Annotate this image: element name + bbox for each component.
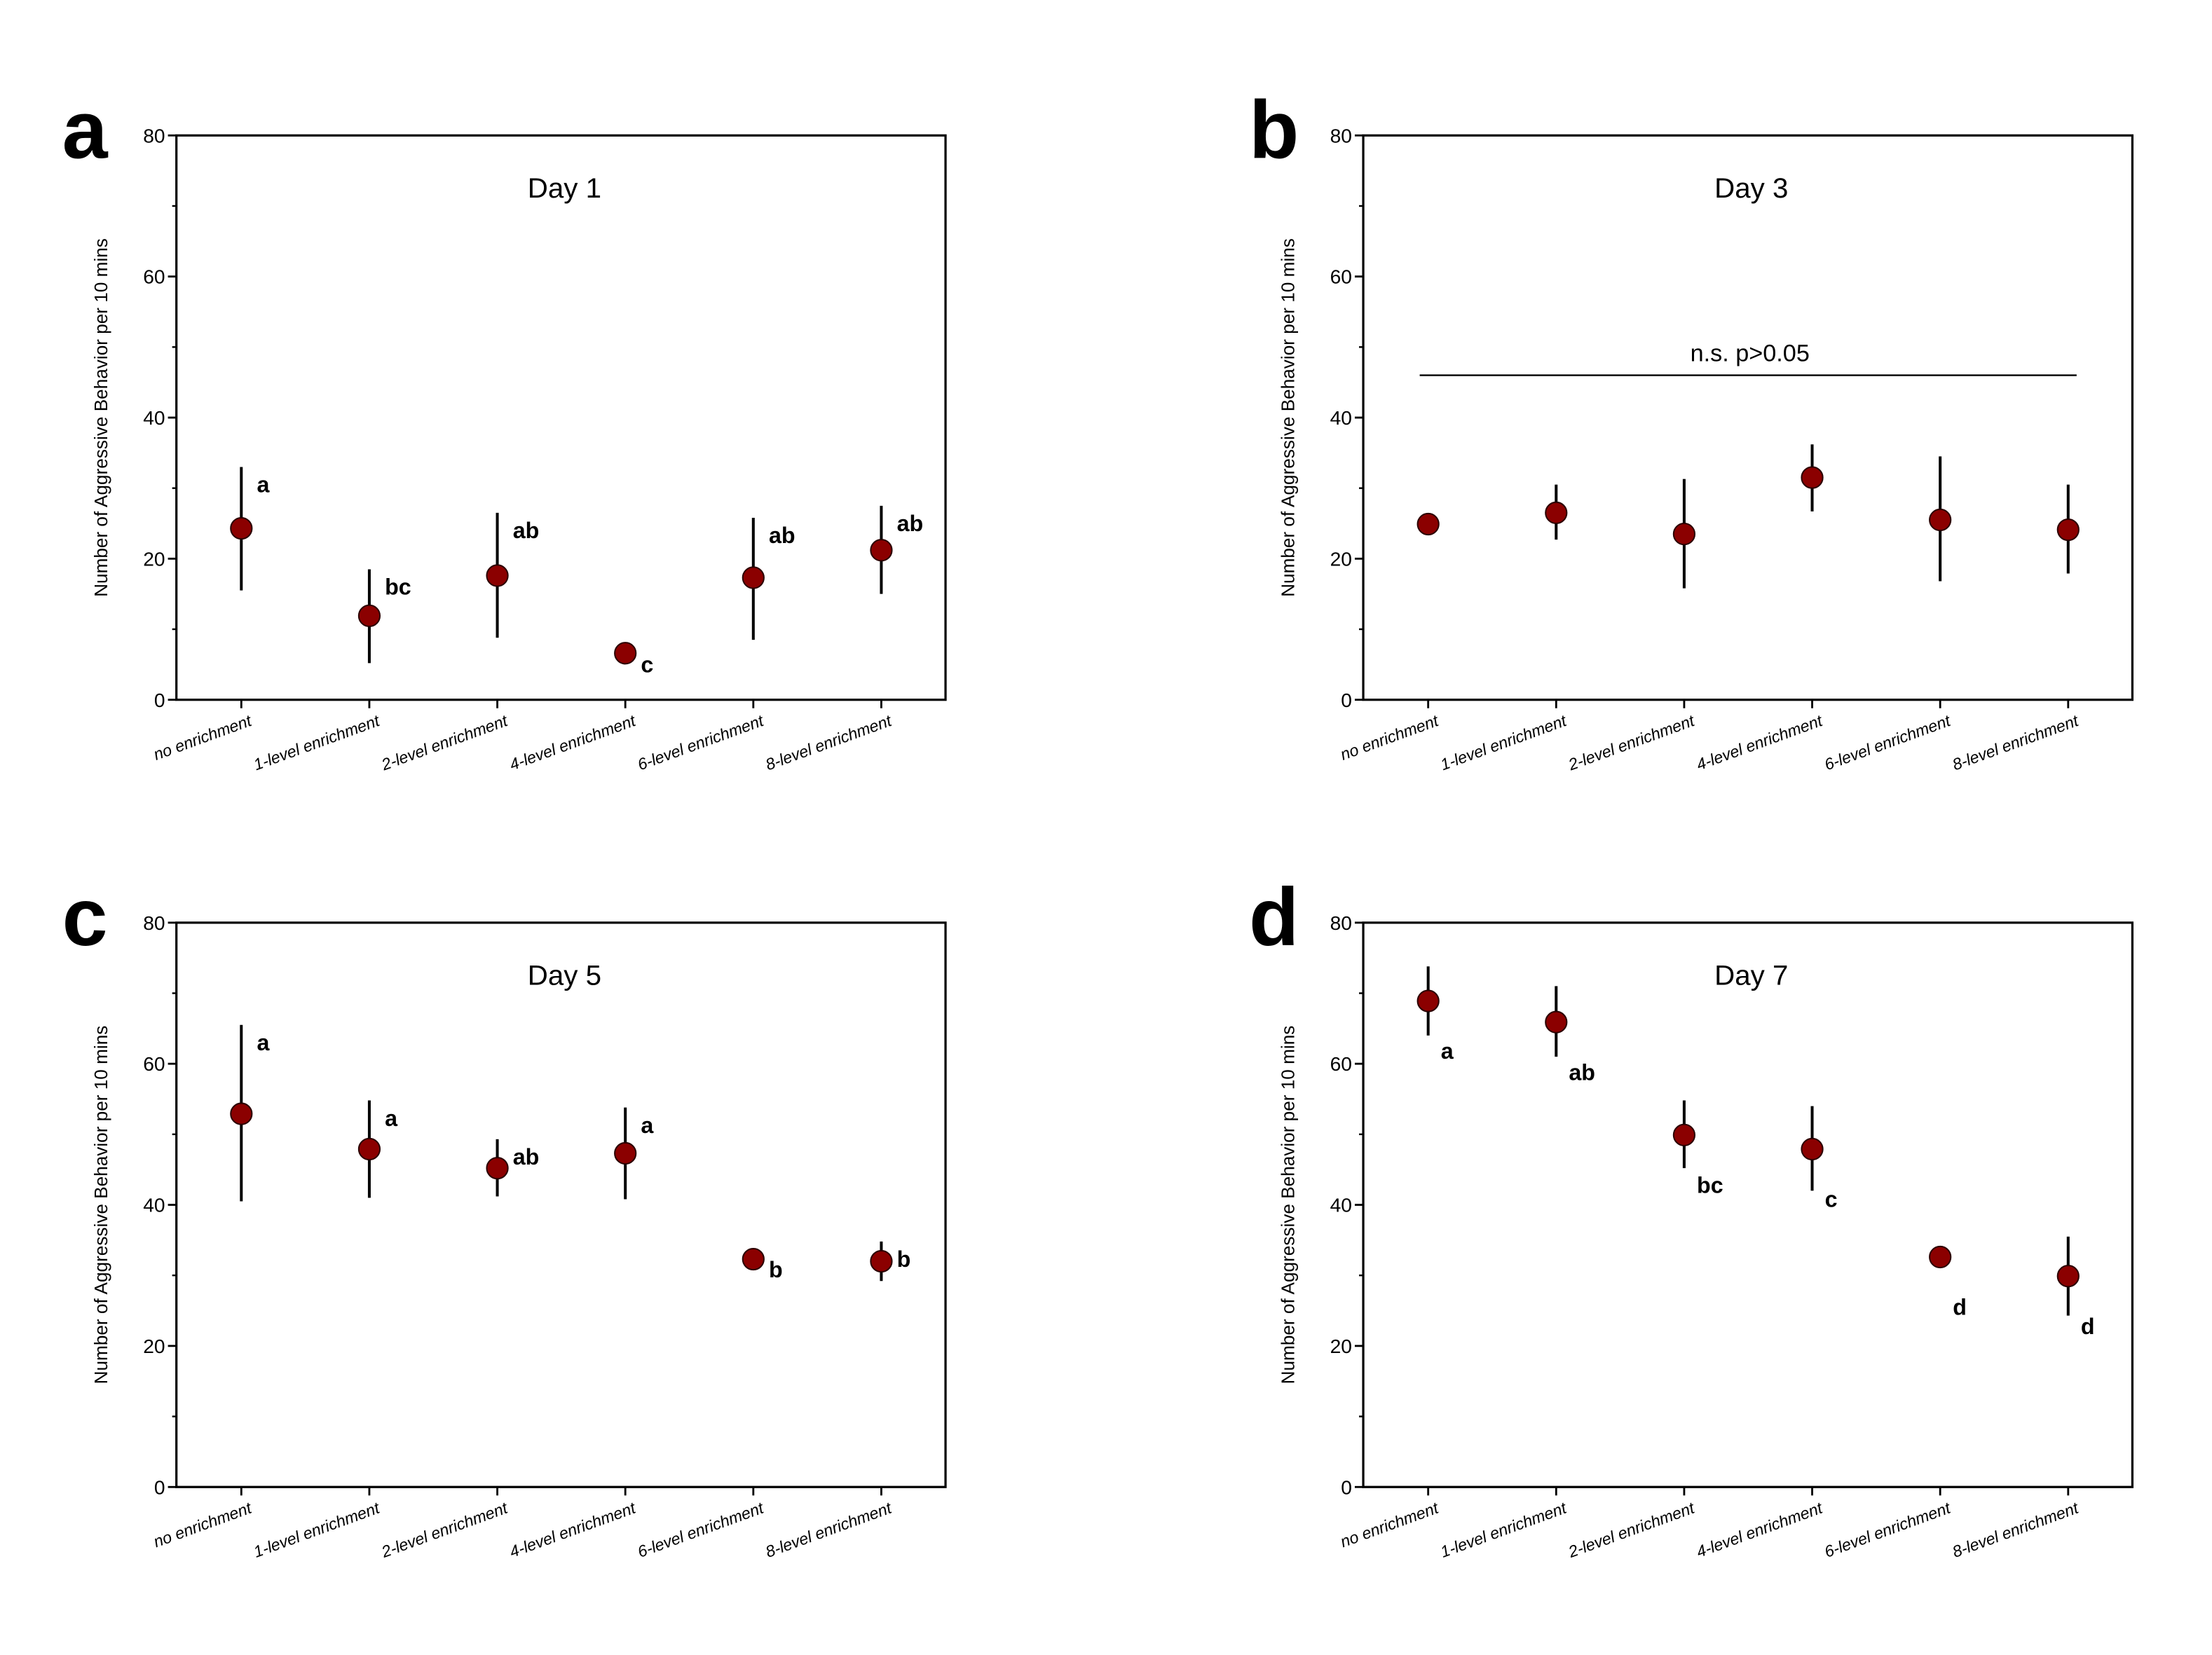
data-point [1416, 989, 1440, 1012]
y-tick-label: 80 [1330, 912, 1352, 934]
significance-letter: bc [385, 575, 411, 600]
y-tick-label: 60 [1330, 266, 1352, 288]
significance-letter: a [257, 472, 270, 497]
significance-letter: ab [513, 1144, 540, 1169]
y-tick-label: 0 [1341, 1476, 1352, 1498]
y-axis-label: Number of Aggressive Behavior per 10 min… [90, 238, 111, 597]
y-axis-label: Number of Aggressive Behavior per 10 min… [1277, 238, 1298, 597]
data-point [1416, 512, 1440, 536]
panel-letter: d [1249, 871, 1299, 963]
y-tick-label: 20 [143, 1335, 165, 1357]
y-tick-label: 40 [143, 406, 165, 429]
y-tick-label: 80 [143, 124, 165, 146]
significance-letter: b [769, 1257, 783, 1282]
significance-letter: c [641, 652, 653, 677]
panel-title: Day 7 [1714, 959, 1788, 991]
data-point [230, 1102, 253, 1125]
data-point [357, 604, 381, 628]
significance-letter: bc [1697, 1172, 1723, 1197]
data-point [1672, 1123, 1696, 1146]
data-point [870, 1249, 893, 1273]
data-point [486, 564, 509, 587]
data-point [2056, 518, 2080, 542]
significance-letter: ab [897, 511, 924, 536]
y-tick-label: 40 [1330, 1194, 1352, 1216]
significance-letter: ab [513, 518, 540, 543]
data-point [1929, 508, 1952, 532]
y-tick-label: 20 [1330, 547, 1352, 570]
data-point [1801, 1137, 1824, 1161]
y-tick-label: 60 [143, 266, 165, 288]
panel-letter: b [1249, 84, 1299, 176]
y-tick-label: 60 [1330, 1052, 1352, 1075]
data-point [1545, 1010, 1568, 1033]
panel-title: Day 3 [1714, 172, 1788, 204]
panel-title: Day 1 [528, 172, 601, 204]
data-point [614, 1141, 637, 1165]
significance-letter: b [897, 1247, 911, 1272]
y-tick-label: 0 [1341, 689, 1352, 711]
y-tick-label: 80 [1330, 124, 1352, 146]
data-point [1545, 501, 1568, 525]
y-tick-label: 0 [154, 689, 165, 711]
panel-title: Day 5 [528, 959, 601, 991]
data-point [357, 1137, 381, 1161]
significance-letter: c [1825, 1187, 1838, 1212]
y-axis-label: Number of Aggressive Behavior per 10 min… [90, 1026, 111, 1385]
significance-letter: d [1953, 1295, 1967, 1320]
y-axis-label: Number of Aggressive Behavior per 10 min… [1277, 1026, 1298, 1385]
annotation-text: n.s. p>0.05 [1691, 340, 1810, 366]
y-tick-label: 80 [143, 912, 165, 934]
y-tick-label: 40 [143, 1194, 165, 1216]
data-point [614, 642, 637, 665]
significance-letter: ab [769, 523, 796, 548]
significance-letter: d [2081, 1314, 2095, 1339]
significance-letter: ab [1569, 1059, 1595, 1085]
significance-letter: a [641, 1113, 654, 1138]
data-point [742, 566, 765, 589]
significance-letter: a [1441, 1038, 1454, 1064]
data-point [1929, 1245, 1952, 1269]
significance-letter: a [385, 1106, 398, 1131]
panel-letter: c [62, 871, 108, 963]
data-point [870, 539, 893, 562]
data-point [742, 1247, 765, 1271]
data-point [1672, 523, 1696, 546]
significance-letter: a [257, 1030, 270, 1055]
data-point [2056, 1265, 2080, 1288]
y-tick-label: 20 [143, 547, 165, 570]
y-tick-label: 20 [1330, 1335, 1352, 1357]
panel-letter: a [62, 84, 109, 176]
y-tick-label: 60 [143, 1052, 165, 1075]
y-tick-label: 0 [154, 1476, 165, 1498]
data-point [486, 1157, 509, 1180]
data-point [1801, 466, 1824, 489]
data-point [230, 516, 253, 540]
y-tick-label: 40 [1330, 406, 1352, 429]
